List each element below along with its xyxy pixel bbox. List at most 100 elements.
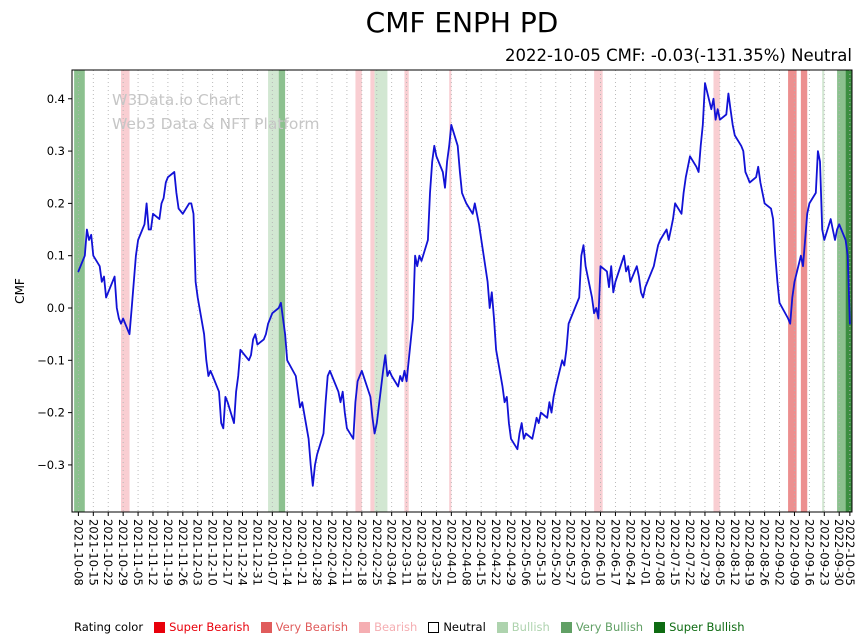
x-tick-label: 2022-01-21: [295, 519, 309, 586]
legend-item: Very Bearish: [260, 620, 348, 634]
rating-legend: Rating color Super Bearish Very Bearish Be…: [74, 620, 745, 634]
legend-swatch: [428, 621, 440, 633]
chart-title: CMF ENPH PD: [365, 6, 559, 39]
legend-label: Bullish: [511, 620, 550, 634]
legend-swatch: [260, 621, 272, 633]
y-tick-label: −0.1: [37, 353, 65, 367]
x-tick-label: 2022-07-15: [668, 519, 682, 586]
rating-band-bearish: [121, 70, 130, 512]
y-tick-label: 0.3: [47, 144, 65, 158]
x-tick-label: 2022-03-11: [400, 519, 414, 586]
rating-band-very_bullish: [837, 70, 846, 512]
legend-item: Very Bullish: [560, 620, 644, 634]
legend-item: Bullish: [496, 620, 550, 634]
x-tick-label: 2021-11-12: [146, 519, 160, 586]
x-tick-label: 2022-02-25: [370, 519, 384, 586]
x-tick-label: 2022-09-30: [832, 519, 846, 586]
x-tick-label: 2022-02-18: [355, 519, 369, 586]
x-tick-label: 2022-09-09: [787, 519, 801, 586]
x-tick-label: 2022-07-01: [638, 519, 652, 586]
legend-label: Very Bullish: [575, 620, 644, 634]
x-tick-label: 2022-09-23: [817, 519, 831, 586]
legend-swatch: [654, 621, 666, 633]
rating-band-bullish: [268, 70, 279, 512]
y-tick-label: 0.4: [47, 92, 65, 106]
rating-band-bearish: [449, 70, 452, 512]
rating-band-very_bullish: [74, 70, 85, 512]
legend-label: Super Bearish: [169, 620, 250, 634]
rating-band-very_bearish: [800, 70, 808, 512]
legend-label: Bearish: [374, 620, 418, 634]
cmf-line: [77, 82, 851, 487]
rating-band-bearish: [594, 70, 603, 512]
legend-item: Super Bearish: [154, 620, 250, 634]
plot-frame: [71, 69, 853, 513]
x-tick-label: 2022-04-01: [444, 519, 458, 586]
x-tick-label: 2021-12-17: [221, 519, 235, 586]
x-tick-label: 2022-08-19: [743, 519, 757, 586]
legend-label: Super Bullish: [669, 620, 745, 634]
rating-band-bearish: [370, 70, 375, 512]
y-axis-label: CMF: [13, 278, 27, 304]
x-tick-label: 2021-12-10: [206, 519, 220, 586]
x-tick-label: 2022-08-05: [713, 519, 727, 586]
x-tick-label: 2022-03-25: [429, 519, 443, 586]
x-tick-label: 2021-10-15: [86, 519, 100, 586]
x-tick-label: 2022-04-15: [474, 519, 488, 586]
x-tick-label: 2022-08-26: [758, 519, 772, 586]
x-tick-label: 2022-10-05: [843, 519, 857, 586]
x-tick-label: 2021-11-26: [176, 519, 190, 586]
x-tick-label: 2022-08-12: [728, 519, 742, 586]
legend-swatch: [496, 621, 508, 633]
x-tick-label: 2022-04-22: [489, 519, 503, 586]
legend-swatch: [560, 621, 572, 633]
chart-subtitle: 2022-10-05 CMF: -0.03(-131.35%) Neutral: [505, 46, 852, 65]
x-tick-label: 2022-07-08: [653, 519, 667, 586]
x-tick-label: 2022-07-22: [683, 519, 697, 586]
x-tick-label: 2022-03-18: [415, 519, 429, 586]
rating-band-bullish: [374, 70, 388, 512]
x-tick-label: 2022-06-03: [579, 519, 593, 586]
x-tick-label: 2021-10-29: [116, 519, 130, 586]
rating-band-bearish: [355, 70, 362, 512]
legend-swatch: [359, 621, 371, 633]
legend-label: Neutral: [443, 620, 486, 634]
x-tick-label: 2022-02-04: [325, 519, 339, 586]
x-tick-label: 2022-07-29: [698, 519, 712, 586]
x-tick-label: 2021-12-24: [235, 519, 249, 586]
x-tick-label: 2022-04-29: [504, 519, 518, 586]
x-tick-label: 2022-04-08: [459, 519, 473, 586]
x-tick-label: 2022-02-11: [340, 519, 354, 586]
x-tick-label: 2022-05-27: [564, 519, 578, 586]
x-tick-label: 2022-09-16: [802, 519, 816, 586]
x-tick-label: 2022-05-06: [519, 519, 533, 586]
x-tick-label: 2022-06-10: [594, 519, 608, 586]
x-tick-label: 2022-03-04: [385, 519, 399, 586]
x-tick-label: 2022-01-28: [310, 519, 324, 586]
x-tick-label: 2022-09-02: [773, 519, 787, 586]
x-tick-label: 2022-05-20: [549, 519, 563, 586]
y-tick-label: 0.2: [47, 196, 65, 210]
x-tick-label: 2021-10-22: [101, 519, 115, 586]
legend-item: Super Bullish: [654, 620, 745, 634]
x-tick-label: 2022-01-14: [280, 519, 294, 586]
rating-band-bearish: [713, 70, 720, 512]
x-tick-label: 2021-12-31: [250, 519, 264, 586]
rating-band-very_bullish: [278, 70, 286, 512]
legend-title: Rating color: [74, 620, 144, 634]
legend-item: Neutral: [428, 620, 486, 634]
y-tick-label: −0.2: [37, 406, 65, 420]
y-tick-label: −0.3: [37, 458, 65, 472]
x-tick-label: 2022-05-13: [534, 519, 548, 586]
x-tick-label: 2021-11-05: [131, 519, 145, 586]
legend-item: Bearish: [359, 620, 417, 634]
x-tick-label: 2021-10-08: [71, 519, 85, 586]
y-tick-label: 0.1: [47, 249, 65, 263]
x-tick-label: 2022-06-17: [608, 519, 622, 586]
x-tick-label: 2022-06-24: [623, 519, 637, 586]
x-tick-label: 2022-01-07: [265, 519, 279, 586]
x-tick-label: 2021-11-19: [161, 519, 175, 586]
legend-swatch: [154, 621, 166, 633]
